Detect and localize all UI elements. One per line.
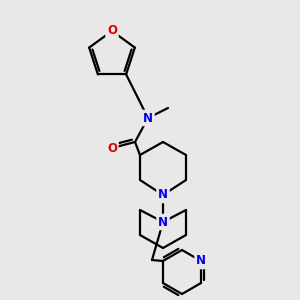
Text: O: O [107,142,117,154]
Text: O: O [107,25,117,38]
Text: N: N [158,188,168,202]
Text: N: N [158,215,168,229]
Text: N: N [196,254,206,268]
Text: N: N [143,112,153,124]
